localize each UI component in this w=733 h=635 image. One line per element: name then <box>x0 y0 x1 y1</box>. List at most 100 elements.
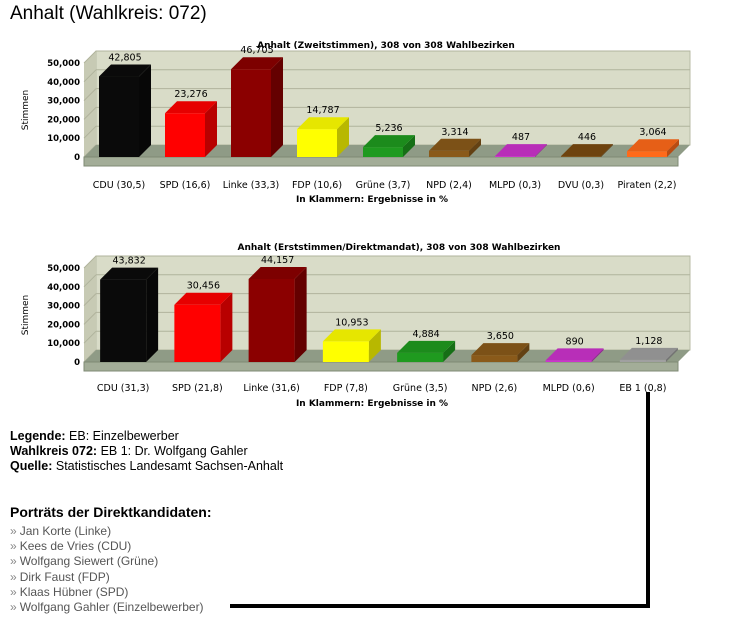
bullet-arrow-icon: » <box>10 554 17 569</box>
value-label: 446 <box>578 132 596 143</box>
bullet-arrow-icon: » <box>10 600 17 615</box>
gridline-diag <box>83 88 97 101</box>
value-label: 4,884 <box>413 329 440 340</box>
bar-top <box>363 135 415 148</box>
portrait-link[interactable]: » Wolfgang Siewert (Grüne) <box>10 554 204 569</box>
bar <box>174 292 233 362</box>
x-tick-label: FDP (10,6) <box>292 180 342 191</box>
portrait-link-label: Kees de Vries (CDU) <box>19 539 132 554</box>
bar-front <box>174 304 221 362</box>
bar <box>627 139 679 157</box>
legend-line: Legende: EB: Einzelbewerber <box>10 429 283 444</box>
chart-title: Anhalt (Zweitstimmen), 308 von 308 Wahlb… <box>257 41 515 51</box>
page-title: Anhalt (Wahlkreis: 072) <box>10 3 207 24</box>
portrait-link[interactable]: » Dirk Faust (FDP) <box>10 570 204 585</box>
bar-front <box>619 359 666 362</box>
bar <box>231 57 283 158</box>
y-tick-label: 20,000 <box>47 320 80 330</box>
y-tick-label: 0 <box>74 153 80 163</box>
portrait-link[interactable]: » Kees de Vries (CDU) <box>10 539 204 554</box>
value-label: 1,128 <box>635 336 662 347</box>
quelle-label: Quelle: <box>10 459 53 473</box>
y-tick-label: 50,000 <box>47 264 80 274</box>
portrait-link-label: Wolfgang Gahler (Einzelbewerber) <box>19 600 204 615</box>
value-label: 30,456 <box>187 281 220 292</box>
bar-side <box>205 101 217 157</box>
bar-top <box>297 117 349 130</box>
bar-front <box>231 69 271 157</box>
gridline-diag <box>83 274 97 288</box>
x-tick-label: EB 1 (0,8) <box>619 383 666 394</box>
y-tick-label: 10,000 <box>47 339 80 349</box>
bar-side <box>294 266 307 362</box>
bar <box>429 138 481 157</box>
bar-side <box>443 340 456 362</box>
value-label: 3,064 <box>639 127 666 138</box>
plot-side-wall <box>84 256 96 362</box>
gridline-diag <box>83 312 97 325</box>
x-tick-label: SPD (16,6) <box>160 180 211 191</box>
wahlkreis-label: Wahlkreis 072: <box>10 444 98 458</box>
gridline-diag <box>83 255 97 269</box>
bar-front <box>248 278 295 362</box>
y-tick-label: 20,000 <box>47 115 80 125</box>
value-label: 890 <box>566 336 584 347</box>
x-tick-label: Piraten (2,2) <box>617 180 676 191</box>
x-tick-label: MLPD (0,6) <box>543 383 595 394</box>
value-label: 44,157 <box>261 255 294 266</box>
x-tick-label: CDU (31,3) <box>97 383 150 394</box>
quelle-line: Quelle: Statistisches Landesamt Sachsen-… <box>10 459 283 474</box>
value-label: 10,953 <box>335 317 368 328</box>
value-label: 3,650 <box>487 331 514 342</box>
bar <box>100 267 159 362</box>
x-tick-label: Grüne (3,7) <box>356 180 411 191</box>
bar-top <box>165 101 217 114</box>
bar-front <box>545 360 592 362</box>
x-tick-label: Linke (31,6) <box>243 383 300 394</box>
portrait-link[interactable]: » Wolfgang Gahler (Einzelbewerber) <box>10 600 204 615</box>
bar <box>397 340 456 362</box>
y-tick-label: 30,000 <box>47 97 80 107</box>
bar-side <box>591 348 604 362</box>
portrait-link[interactable]: » Jan Korte (Linke) <box>10 524 204 539</box>
bar <box>297 117 349 157</box>
x-tick-label: FDP (7,8) <box>324 383 368 394</box>
zweitstimmen-chart: Anhalt (Zweitstimmen), 308 von 308 Wahlb… <box>21 41 691 205</box>
gridline-diag <box>83 69 97 83</box>
x-tick-label: NPD (2,6) <box>472 383 518 394</box>
bar-side <box>337 117 349 157</box>
portrait-link[interactable]: » Klaas Hübner (SPD) <box>10 585 204 600</box>
bar-side <box>469 138 481 157</box>
bullet-arrow-icon: » <box>10 584 17 599</box>
portrait-link-label: Klaas Hübner (SPD) <box>19 584 129 599</box>
bar-front <box>99 76 139 157</box>
bar-side <box>667 139 679 157</box>
x-tick-label: SPD (21,8) <box>172 383 223 394</box>
bar-front <box>322 341 369 362</box>
bar-top <box>397 340 456 353</box>
bar-top <box>99 64 151 77</box>
bar <box>363 135 415 157</box>
y-tick-label: 40,000 <box>47 283 80 293</box>
gridline-diag <box>83 330 97 344</box>
portrait-link-label: Jan Korte (Linke) <box>19 524 112 538</box>
bar-side <box>146 267 159 362</box>
bar-top <box>429 138 481 151</box>
bar-front <box>100 279 147 362</box>
plot-floor <box>84 350 690 362</box>
bar-side <box>665 347 678 362</box>
info-block: Legende: EB: Einzelbewerber Wahlkreis 07… <box>10 429 283 474</box>
y-axis-label: Stimmen <box>21 295 31 336</box>
value-label: 14,787 <box>306 105 339 116</box>
value-label: 487 <box>512 132 530 143</box>
gridline-diag <box>83 107 97 120</box>
bar-top <box>322 329 381 342</box>
bar <box>561 144 613 157</box>
portrait-list: » Jan Korte (Linke)» Kees de Vries (CDU)» W… <box>10 524 204 615</box>
plot-side-wall <box>84 51 96 157</box>
x-tick-label: CDU (30,5) <box>93 180 146 191</box>
bar-side <box>535 144 547 157</box>
legende-text: EB: Einzelbewerber <box>69 429 179 443</box>
bullet-arrow-icon: » <box>10 569 17 584</box>
